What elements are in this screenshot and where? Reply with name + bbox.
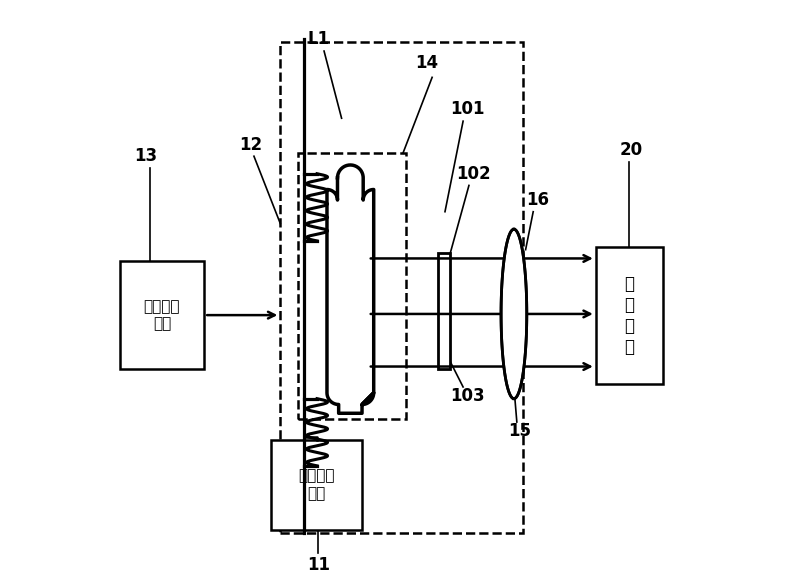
Text: 恒温控制
电路: 恒温控制 电路: [144, 299, 180, 332]
Bar: [596, 247, 663, 384]
Text: 16: 16: [526, 191, 549, 209]
Bar: [271, 440, 362, 530]
Text: 腔
泡
系
统: 腔 泡 系 统: [624, 275, 634, 356]
Bar: [438, 252, 450, 369]
Text: L1: L1: [307, 31, 330, 48]
Text: 101: 101: [450, 100, 485, 119]
Text: 102: 102: [456, 165, 490, 183]
Text: 13: 13: [134, 147, 158, 165]
Polygon shape: [501, 230, 526, 399]
Polygon shape: [327, 165, 374, 413]
Text: 11: 11: [306, 556, 330, 574]
Text: 15: 15: [508, 422, 531, 440]
Bar: [119, 261, 204, 369]
Text: 射频振荡
电路: 射频振荡 电路: [298, 468, 335, 501]
Text: 14: 14: [414, 54, 438, 72]
Text: 12: 12: [239, 136, 262, 154]
Text: 103: 103: [450, 387, 485, 405]
Text: 20: 20: [619, 141, 642, 159]
